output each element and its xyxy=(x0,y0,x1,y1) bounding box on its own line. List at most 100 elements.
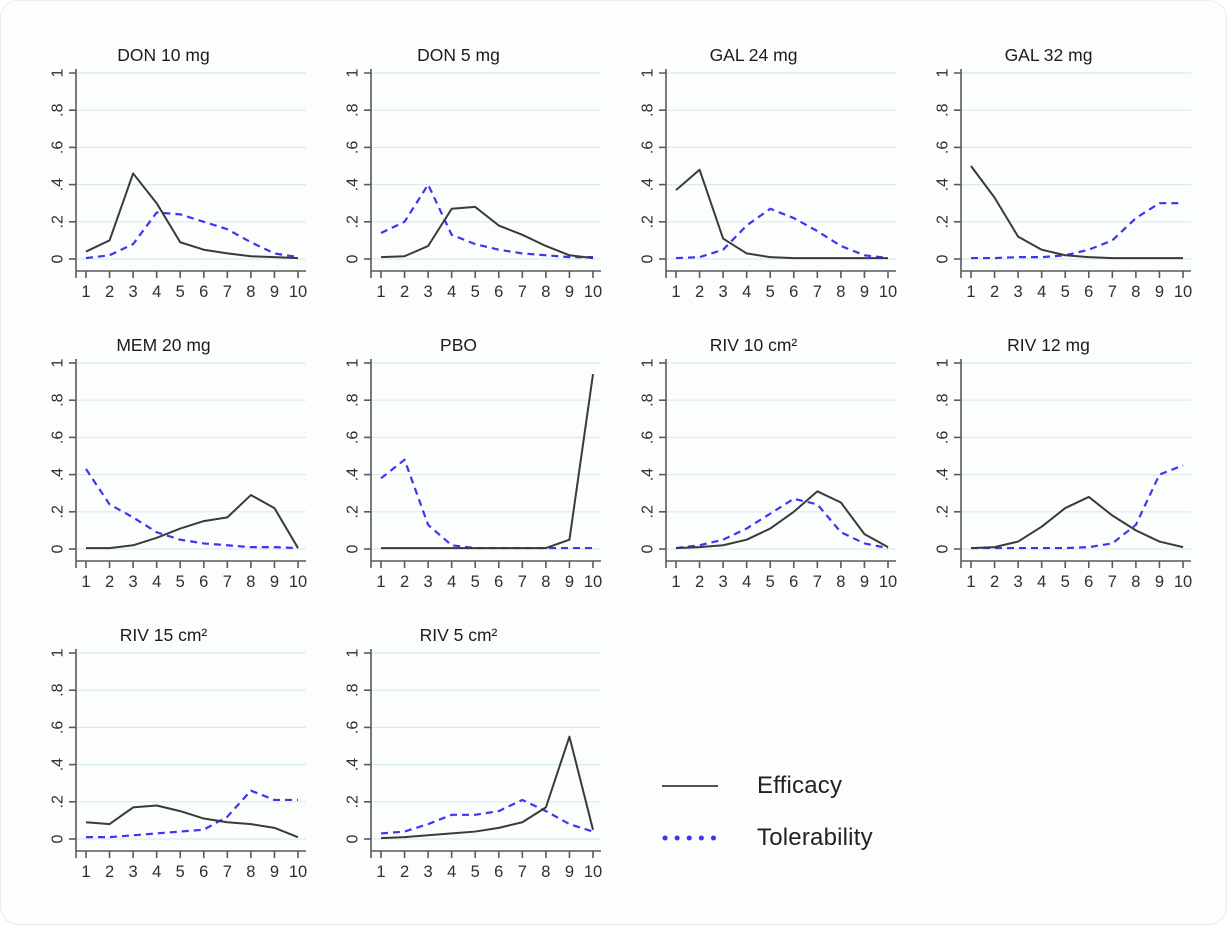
y-tick-label: 0 xyxy=(935,544,952,553)
x-tick-label: 3 xyxy=(424,573,433,591)
efficacy-line xyxy=(85,172,299,260)
efficacy-line xyxy=(675,490,889,550)
x-tick-label: 2 xyxy=(695,283,704,301)
tolerability-line xyxy=(380,183,593,259)
x-tick-label: 10 xyxy=(879,573,897,591)
x-tick-label: 2 xyxy=(990,573,999,591)
chart-panel: PBO 0.2.4.6.8 1 1 2 3 4 5 6 7 8 9 10 xyxy=(311,331,606,621)
x-tick-label: 4 xyxy=(152,863,161,881)
y-tick-label: 0 xyxy=(935,254,952,263)
y-tick-label: .8 xyxy=(935,103,952,116)
x-tick-label: 7 xyxy=(223,283,232,301)
x-tick-label: 1 xyxy=(376,283,385,301)
x-tick-label: 9 xyxy=(270,573,279,591)
y-tick-label: .8 xyxy=(640,393,657,406)
panel-title: RIV 10 cm² xyxy=(710,335,798,355)
efficacy-line xyxy=(86,494,299,550)
x-tick-label: 10 xyxy=(289,863,307,881)
y-tick-label: .8 xyxy=(345,393,362,406)
x-tick-label: 1 xyxy=(671,573,680,591)
efficacy-line xyxy=(381,374,594,550)
y-tick-label: 0 xyxy=(640,544,657,553)
x-tick-label: 10 xyxy=(584,863,602,881)
panel-title: MEM 20 mg xyxy=(116,335,210,355)
efficacy-line xyxy=(970,165,1183,260)
x-tick-label: 5 xyxy=(471,863,480,881)
x-tick-label: 10 xyxy=(289,283,307,301)
efficacy-line xyxy=(970,495,1184,550)
x-tick-label: 5 xyxy=(176,283,185,301)
x-tick-label: 7 xyxy=(518,863,527,881)
x-tick-label: 8 xyxy=(541,573,550,591)
x-tick-label: 5 xyxy=(766,573,775,591)
y-tick-label: .6 xyxy=(345,721,362,734)
panel-title: DON 10 mg xyxy=(117,45,209,65)
efficacy-line-icon xyxy=(662,785,718,787)
x-tick-label: 2 xyxy=(400,573,409,591)
x-tick-label: 4 xyxy=(742,573,751,591)
y-tick-label: 1 xyxy=(50,68,67,77)
x-tick-label: 5 xyxy=(1061,283,1070,301)
panel-title: RIV 15 cm² xyxy=(120,625,208,645)
x-tick-label: 1 xyxy=(81,573,90,591)
x-tick-label: 10 xyxy=(584,573,602,591)
x-tick-label: 3 xyxy=(129,283,138,301)
x-tick-label: 1 xyxy=(81,863,90,881)
y-tick-label: 0 xyxy=(345,254,362,263)
y-tick-label: .6 xyxy=(640,141,657,154)
x-tick-label: 8 xyxy=(246,283,255,301)
x-tick-label: 5 xyxy=(471,573,480,591)
plot-area: DON 5 mg0.2.4.6.811 2 3 4 5 6 7 8 9 10 xyxy=(345,45,603,301)
y-tick-label: .6 xyxy=(345,431,362,444)
chart-panel: DON 10 mg 0.2.4.6.8 1 1 2 3 4 5 6 7 8 9 10 xyxy=(16,41,311,331)
y-tick-label: 1 xyxy=(640,68,657,77)
x-tick-label: 9 xyxy=(565,283,574,301)
panel-title: DON 5 mg xyxy=(417,45,500,65)
x-tick-label: 10 xyxy=(1174,283,1192,301)
chart-panel: RIV 15 cm² 0.2.4.6.8 1 1 2 3 4 5 6 7 8 9 10 xyxy=(16,621,311,911)
y-tick-label: .4 xyxy=(935,178,952,191)
chart-panel: GAL 32 mg 0.2.4.6.8 1 1 2 3 4 5 6 7 8 9 10 xyxy=(901,41,1196,331)
panel-grid: DON 10 mg 0.2.4.6.8 1 1 2 3 4 5 6 7 8 9 10 DON 5 mg 0.… xyxy=(16,41,1196,911)
x-tick-label: 7 xyxy=(223,863,232,881)
x-tick-label: 6 xyxy=(789,573,798,591)
x-tick-label: 8 xyxy=(246,863,255,881)
x-tick-label: 6 xyxy=(199,573,208,591)
y-tick-label: .8 xyxy=(935,393,952,406)
x-tick-label: 7 xyxy=(518,573,527,591)
y-tick-label: .2 xyxy=(50,795,67,808)
y-tick-label: .4 xyxy=(345,758,362,771)
y-tick-label: .4 xyxy=(50,178,67,191)
x-tick-label: 6 xyxy=(199,283,208,301)
y-tick-label: .6 xyxy=(935,141,952,154)
x-tick-label: 6 xyxy=(1084,573,1093,591)
y-tick-label: 1 xyxy=(50,648,67,657)
x-tick-label: 4 xyxy=(152,283,161,301)
x-tick-label: 2 xyxy=(105,283,114,301)
legend-item-efficacy: Efficacy xyxy=(661,771,842,801)
x-tick-label: 9 xyxy=(270,863,279,881)
x-tick-label: 8 xyxy=(1131,283,1140,301)
legend-label-efficacy: Efficacy xyxy=(757,772,843,799)
x-tick-label: 3 xyxy=(424,283,433,301)
x-tick-label: 1 xyxy=(376,863,385,881)
chart-panel: GAL 24 mg 0.2.4.6.8 1 1 2 3 4 5 6 7 8 9 10 xyxy=(606,41,901,331)
y-tick-label: .2 xyxy=(640,505,657,518)
x-tick-label: 6 xyxy=(494,573,503,591)
y-tick-label: .4 xyxy=(50,468,67,481)
efficacy-line xyxy=(85,804,299,839)
y-tick-label: 0 xyxy=(50,834,67,843)
x-tick-label: 10 xyxy=(1174,573,1192,591)
x-tick-label: 2 xyxy=(990,283,999,301)
y-tick-label: .8 xyxy=(50,103,67,116)
x-tick-label: 4 xyxy=(447,573,456,591)
chart-panel: RIV 10 cm² 0.2.4.6.8 1 1 2 3 4 5 6 7 8 9 10 xyxy=(606,331,901,621)
chart-panel: RIV 5 cm² 0.2.4.6.8 1 1 2 3 4 5 6 7 8 9 10 xyxy=(311,621,606,911)
x-tick-label: 2 xyxy=(400,283,409,301)
x-tick-label: 6 xyxy=(1084,283,1093,301)
plot-area: GAL 32 mg0.2.4.6.811 2 3 4 5 6 7 8 9 10 xyxy=(935,45,1193,301)
plot-area: GAL 24 mg0.2.4.6.811 2 3 4 5 6 7 8 9 10 xyxy=(640,45,898,301)
x-tick-label: 7 xyxy=(223,573,232,591)
